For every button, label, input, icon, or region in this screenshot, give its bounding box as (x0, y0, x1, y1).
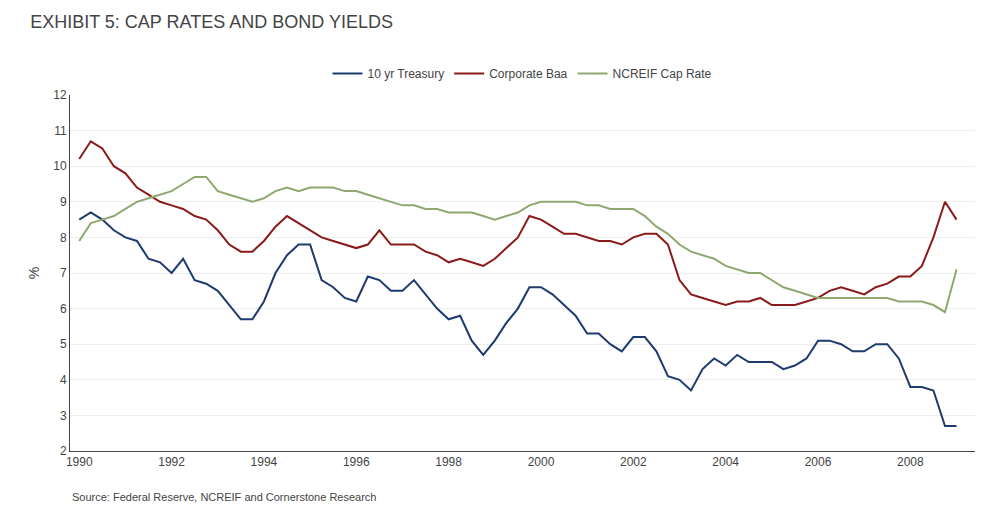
svg-text:8: 8 (60, 231, 67, 245)
svg-text:1998: 1998 (435, 455, 462, 469)
svg-text:Source: Federal Reserve, NCREI: Source: Federal Reserve, NCREIF and Corn… (72, 491, 376, 503)
svg-text:2004: 2004 (712, 455, 739, 469)
svg-text:1992: 1992 (158, 455, 185, 469)
svg-text:11: 11 (54, 124, 67, 138)
svg-text:1990: 1990 (66, 455, 93, 469)
svg-text:NCREIF Cap Rate: NCREIF Cap Rate (613, 67, 712, 81)
svg-text:2002: 2002 (620, 455, 647, 469)
svg-text:1996: 1996 (343, 455, 370, 469)
svg-text:5: 5 (60, 337, 67, 351)
svg-text:2: 2 (60, 444, 67, 458)
svg-text:3: 3 (60, 409, 67, 423)
svg-text:4: 4 (60, 373, 67, 387)
svg-text:10 yr Treasury: 10 yr Treasury (368, 67, 445, 81)
svg-text:9: 9 (60, 195, 67, 209)
svg-text:10: 10 (53, 159, 67, 173)
svg-text:1994: 1994 (251, 455, 278, 469)
svg-text:2006: 2006 (805, 455, 832, 469)
svg-text:12: 12 (53, 88, 67, 102)
svg-text:2000: 2000 (528, 455, 555, 469)
svg-text:%: % (26, 267, 42, 279)
svg-text:7: 7 (60, 266, 67, 280)
svg-text:EXHIBIT 5: CAP RATES AND BOND: EXHIBIT 5: CAP RATES AND BOND YIELDS (30, 12, 393, 32)
svg-text:6: 6 (60, 302, 67, 316)
svg-text:2008: 2008 (897, 455, 924, 469)
svg-text:Corporate Baa: Corporate Baa (489, 67, 567, 81)
